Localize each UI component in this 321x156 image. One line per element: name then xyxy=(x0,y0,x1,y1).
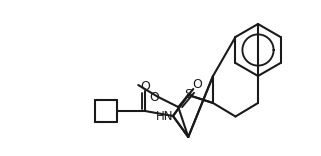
Text: O: O xyxy=(192,78,202,90)
Text: O: O xyxy=(149,90,159,104)
Text: HN: HN xyxy=(155,110,173,122)
Text: S: S xyxy=(184,88,192,101)
Text: O: O xyxy=(140,80,150,93)
